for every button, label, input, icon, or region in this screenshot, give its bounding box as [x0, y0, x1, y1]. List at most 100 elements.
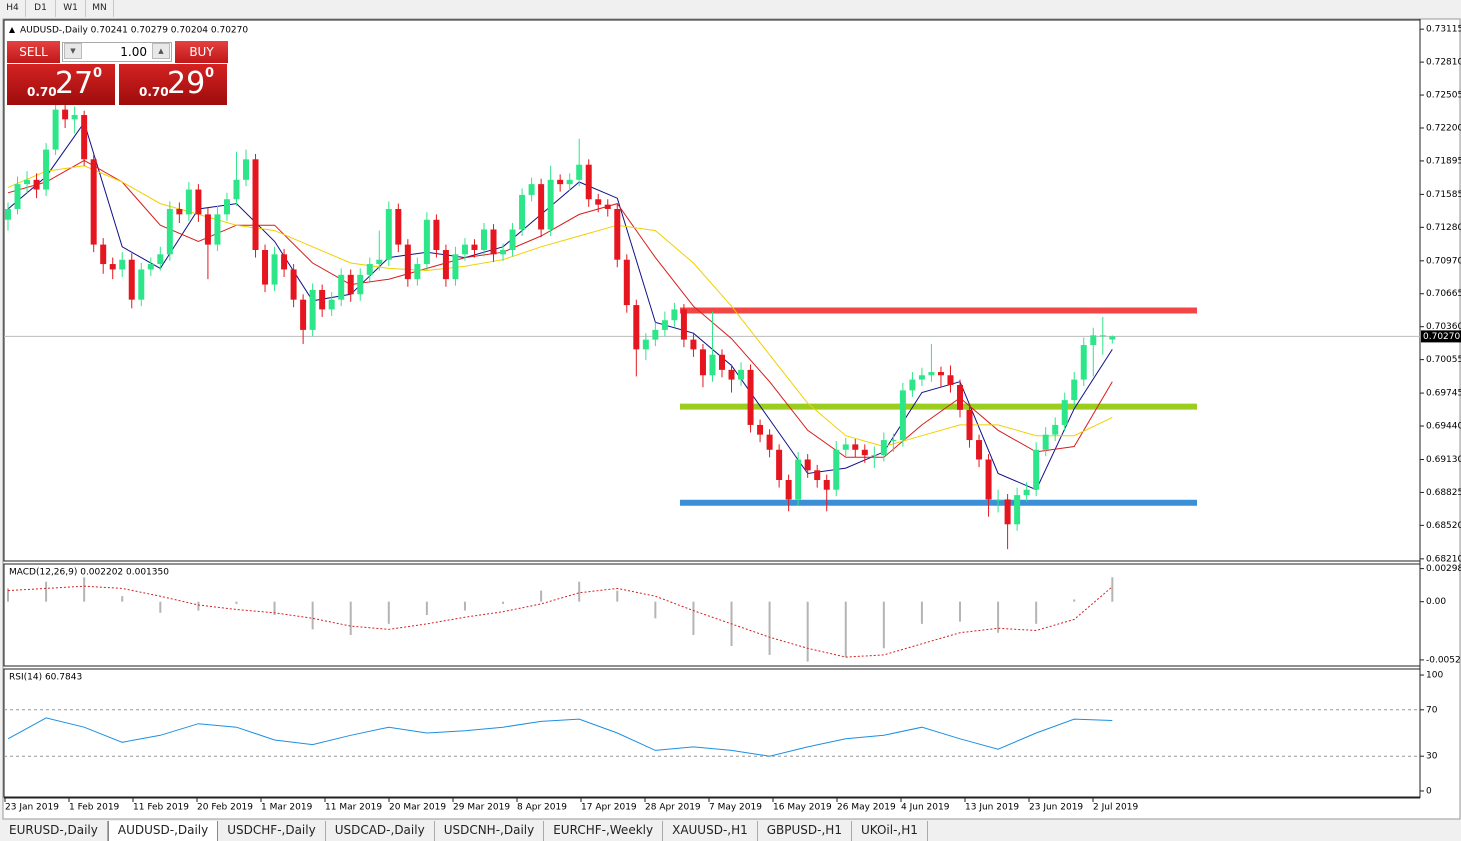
macd-bar [45, 581, 48, 602]
macd-bar [159, 601, 162, 613]
chart-tab[interactable]: EURUSD-,Daily [0, 821, 108, 841]
candle-body [604, 204, 611, 209]
candle-body [1071, 379, 1078, 401]
candle-body [271, 254, 278, 285]
moving-average [7, 159, 1113, 458]
y-tick-label: 0.69745 [1426, 389, 1461, 399]
candle-body [328, 299, 335, 310]
candle-body [680, 309, 687, 340]
chart-tab[interactable]: UKOil-,H1 [852, 821, 928, 841]
x-tick-label: 8 Apr 2019 [517, 803, 567, 813]
timeframe-button[interactable]: D1 [26, 0, 56, 17]
chart-tab[interactable]: GBPUSD-,H1 [758, 821, 852, 841]
candle-body [690, 339, 697, 350]
timeframe-button[interactable]: H4 [0, 0, 26, 17]
candle-body [262, 250, 269, 285]
candle-body [357, 274, 364, 295]
candle-body [547, 179, 554, 230]
candle-body [1080, 345, 1087, 380]
candle-body [490, 229, 497, 255]
indicator-title: MACD(12,26,9) 0.002202 0.001350 [9, 568, 169, 578]
candle-body [947, 375, 954, 385]
timeframe-button[interactable]: W1 [56, 0, 86, 17]
price-point: 0 [205, 66, 215, 81]
y-tick-label: 0.72200 [1426, 123, 1461, 133]
y-tick-label: 70 [1426, 705, 1438, 715]
chart-tab[interactable]: EURCHF-,Weekly [544, 821, 664, 841]
candle-body [623, 259, 630, 306]
candle-body [1052, 424, 1059, 435]
candle-body [1023, 489, 1030, 496]
macd-bar [502, 601, 505, 604]
candle-body [614, 208, 621, 260]
moving-average [7, 165, 1113, 448]
macd-bar [1035, 601, 1038, 624]
candle-body [728, 369, 735, 380]
chart-background [2, 18, 1461, 820]
candle-body [395, 208, 402, 245]
candle-body [899, 390, 906, 441]
chart-tab[interactable]: USDCAD-,Daily [326, 821, 435, 841]
candle-body [452, 254, 459, 280]
candle-body [595, 199, 602, 205]
macd-bar [463, 601, 466, 611]
candle-body [62, 109, 69, 120]
candle-body [795, 459, 802, 500]
candle-body [1014, 495, 1021, 525]
chart-tab[interactable]: USDCHF-,Daily [218, 821, 326, 841]
sell-price[interactable]: 0.70 27 0 [7, 64, 115, 105]
candle-body [309, 289, 316, 330]
candle-body [319, 289, 326, 310]
buy-price[interactable]: 0.70 29 0 [119, 64, 227, 105]
x-tick-label: 1 Feb 2019 [69, 803, 120, 813]
timeframe-button[interactable]: MN [86, 0, 114, 17]
y-tick-label: 0.70970 [1426, 256, 1461, 266]
lot-up[interactable]: ▲ [152, 43, 170, 59]
candle-body [699, 349, 706, 376]
price-pips: 29 [167, 66, 206, 101]
buy-button[interactable]: BUY [175, 41, 228, 63]
candle-body [576, 164, 583, 180]
y-tick-label: 0.72810 [1426, 58, 1461, 68]
candle-body [376, 259, 383, 265]
macd-bar [1073, 599, 1076, 602]
x-tick-label: 29 Mar 2019 [453, 803, 510, 813]
candle-body [128, 259, 135, 300]
y-tick-label: 100 [1426, 671, 1443, 681]
candle-body [223, 199, 230, 215]
candle-body [652, 329, 659, 340]
chart-tab[interactable]: XAUUSD-,H1 [663, 821, 758, 841]
candle-body [423, 219, 430, 265]
candle-body [300, 299, 307, 330]
y-tick-label: 0 [1426, 786, 1432, 796]
candle-body [500, 250, 507, 255]
macd-bar [959, 601, 961, 622]
y-tick-label: 0.73115 [1426, 25, 1461, 35]
chart-tab[interactable]: USDCNH-,Daily [435, 821, 545, 841]
candle-body [119, 259, 126, 270]
candle-body [71, 115, 78, 120]
candle-body [976, 440, 983, 460]
candle-body [1042, 434, 1049, 450]
x-tick-label: 1 Mar 2019 [261, 803, 313, 813]
candle-body [166, 208, 173, 255]
candle-body [157, 254, 164, 265]
candle-body [519, 194, 526, 230]
lot-down[interactable]: ▼ [64, 43, 82, 59]
candle-body [24, 179, 31, 185]
candle-body [719, 354, 725, 370]
candle-body [890, 440, 897, 442]
candle-body [14, 184, 21, 209]
candle-body [833, 449, 840, 490]
candle-body [481, 229, 487, 251]
macd-bar [273, 601, 276, 615]
lot-field[interactable]: 1.00 [62, 42, 172, 62]
macd-bar [235, 601, 238, 604]
sell-button[interactable]: SELL [7, 41, 60, 63]
candle-body [433, 219, 440, 251]
candle-body [776, 449, 783, 481]
candle-body [471, 244, 478, 251]
candle-body [852, 444, 859, 450]
chart-tab[interactable]: AUDUSD-,Daily [107, 821, 219, 841]
candle-body [738, 369, 745, 380]
